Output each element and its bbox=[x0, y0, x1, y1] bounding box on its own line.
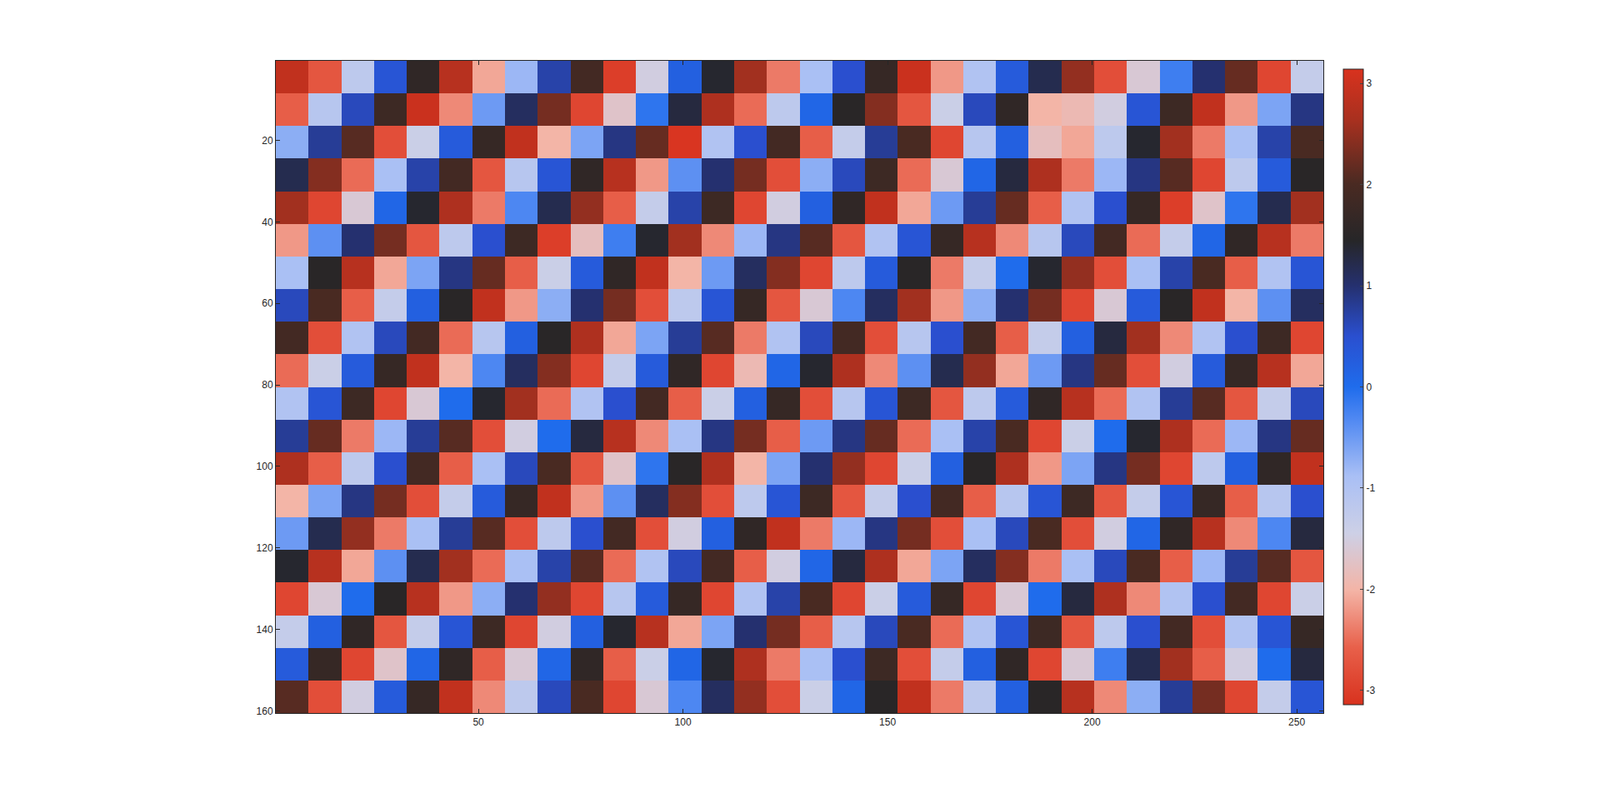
svg-text:3: 3 bbox=[1365, 77, 1372, 90]
svg-text:2: 2 bbox=[1365, 179, 1372, 191]
svg-text:60: 60 bbox=[261, 297, 274, 310]
svg-text:100: 100 bbox=[675, 716, 692, 729]
svg-text:250: 250 bbox=[1288, 716, 1305, 729]
svg-text:200: 200 bbox=[1084, 716, 1101, 729]
svg-text:20: 20 bbox=[261, 135, 274, 147]
svg-text:160: 160 bbox=[256, 705, 274, 718]
svg-text:0: 0 bbox=[1365, 381, 1372, 394]
svg-text:80: 80 bbox=[261, 379, 274, 391]
svg-text:140: 140 bbox=[256, 624, 274, 636]
svg-text:150: 150 bbox=[879, 716, 896, 729]
svg-text:50: 50 bbox=[472, 716, 485, 729]
svg-text:100: 100 bbox=[256, 460, 274, 473]
svg-text:-2: -2 bbox=[1365, 584, 1375, 596]
svg-text:1: 1 bbox=[1365, 280, 1372, 292]
svg-text:-3: -3 bbox=[1365, 685, 1375, 697]
svg-text:-1: -1 bbox=[1365, 482, 1375, 495]
svg-text:40: 40 bbox=[261, 216, 274, 229]
svg-text:120: 120 bbox=[256, 542, 274, 555]
